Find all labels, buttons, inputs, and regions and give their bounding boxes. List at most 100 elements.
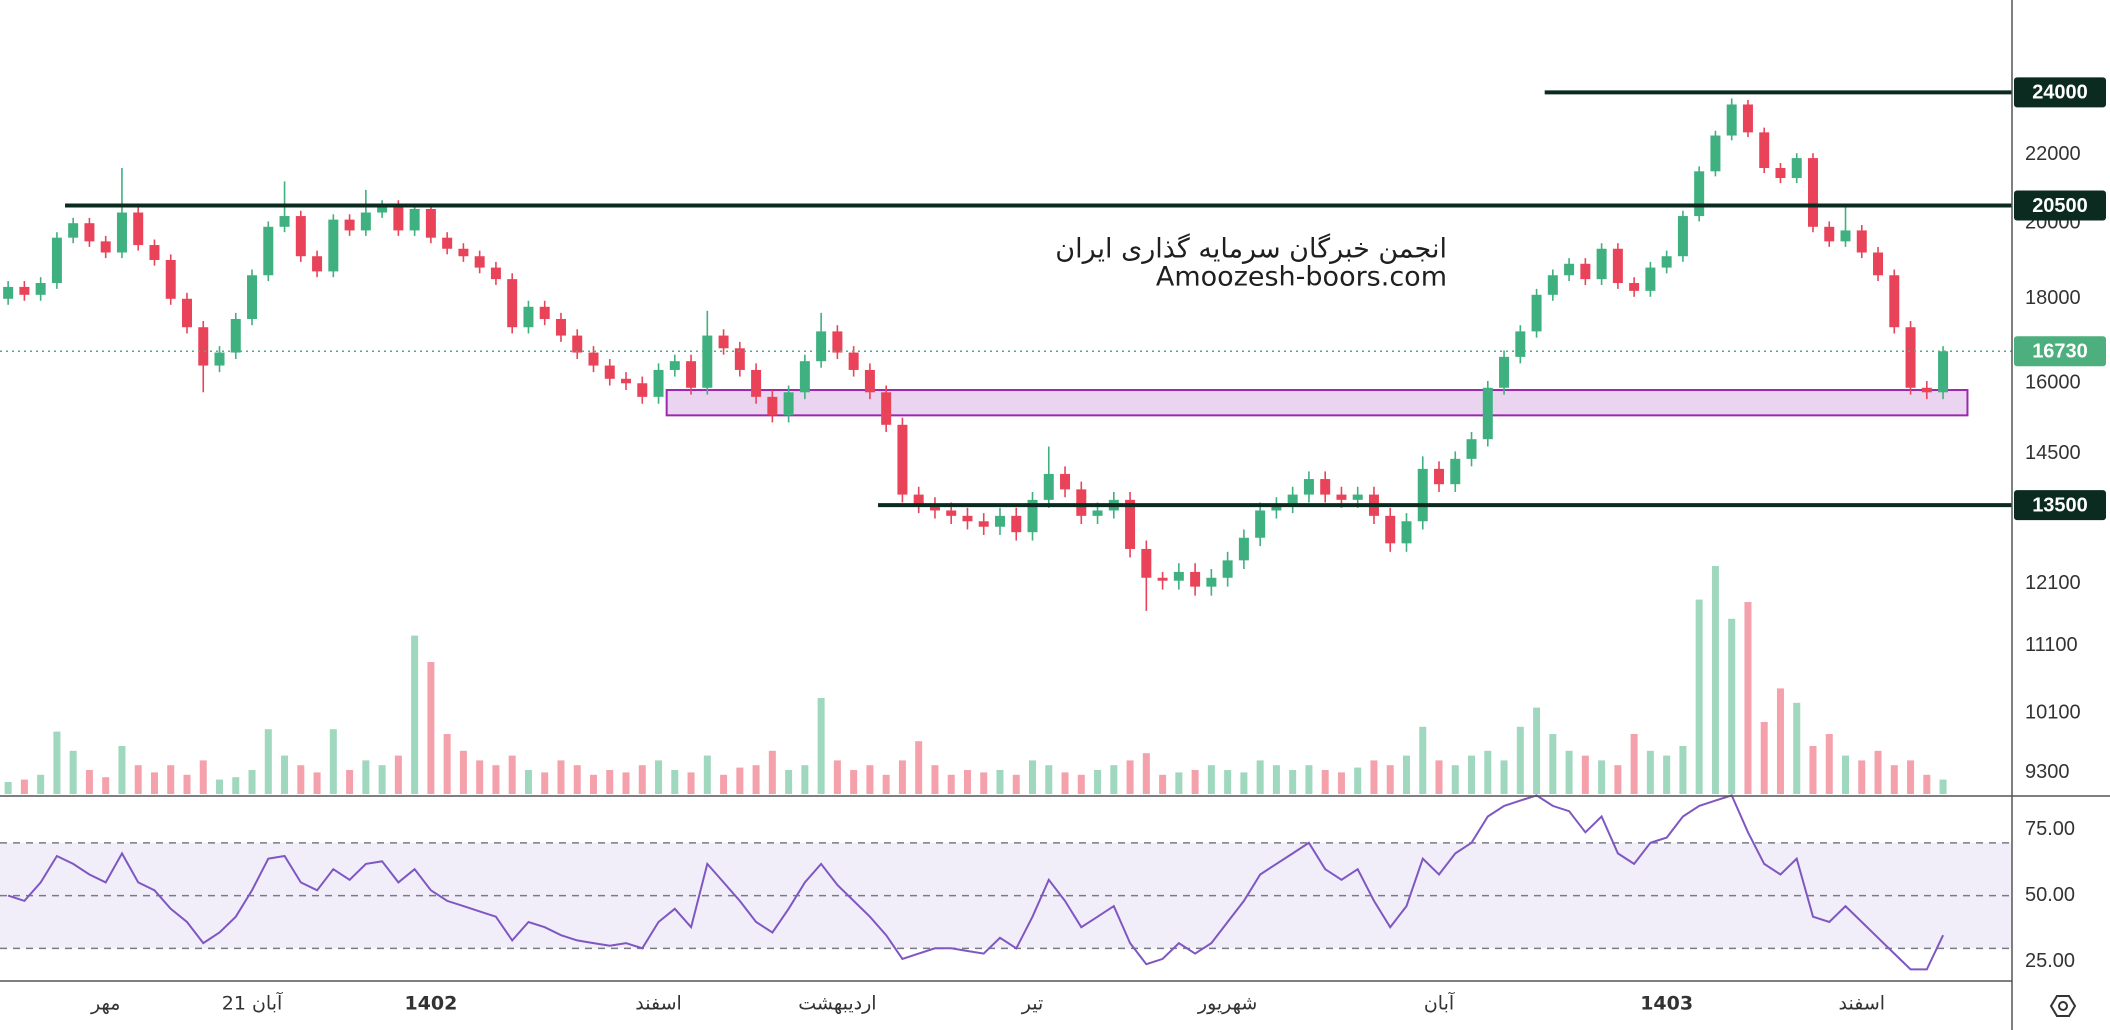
volume-bar [1907,760,1915,794]
volume-bar [687,772,695,794]
volume-bar [329,729,337,794]
candle-body [816,331,827,362]
volume-bar [866,765,874,794]
last-price-box [2014,336,2106,367]
candle-body [51,237,62,284]
volume-bar [817,698,825,794]
candle-body [588,352,599,366]
candle-body [68,223,79,238]
settings-icon[interactable] [2049,995,2077,1017]
volume-bar [53,731,61,794]
level-label: 24000 [2032,82,2088,104]
volume-bar [1890,765,1898,794]
rsi-tick-label: 25.00 [2025,950,2075,972]
level-label-box [2014,190,2106,221]
candle-body [1938,351,1949,393]
candle-body [1482,387,1493,440]
x-tick-label: مهر [90,993,120,1015]
front-layer: 2200020000180001600014500121001110010100… [90,77,2106,1015]
candle-body [360,212,371,231]
watermark-title: انجمن خبرگان سرمایه گذاری ایران [1055,233,1447,265]
volume-bar [37,774,45,794]
candle-body [1352,494,1363,500]
volume-bar [1549,734,1557,794]
volume-bar [1728,618,1736,794]
candle-body [994,515,1005,527]
candle-body [198,327,209,366]
volume-bar [281,755,289,794]
candle-body [1222,560,1233,578]
candle-body [1564,263,1575,276]
candle-body [1450,458,1461,485]
candle-body [1873,252,1884,276]
candle-body [1125,499,1136,549]
candle-body [881,392,892,425]
volume-bar [1289,770,1297,794]
volume-bar [1061,772,1069,794]
candle-body [1043,473,1054,500]
volume-bar [1305,765,1313,794]
volume-bar [1110,765,1118,794]
volume-bar [1679,746,1687,794]
settings-icon-center[interactable] [2058,1001,2068,1011]
candle-body [523,306,534,328]
volume-bar [508,755,516,794]
candle-body [474,256,485,268]
candle-body [1336,494,1347,500]
settings-button[interactable] [2049,995,2077,1017]
candle-body [913,494,924,506]
candle-body [799,361,810,393]
candle-body [702,335,713,388]
candle-body [1824,226,1835,242]
volume-bar [1842,755,1850,794]
volume-bar [1468,755,1476,794]
volume-bar [931,765,939,794]
volume-bar [167,765,175,794]
candle-body [165,259,176,299]
volume-bar [394,755,402,794]
candle-body [653,369,664,397]
candle-body [572,335,583,353]
volume-bar [1402,755,1410,794]
candle-body [832,331,843,353]
candle-body [149,245,160,260]
volume-bar [736,767,744,794]
volume-bar [20,779,28,794]
candle-body [539,306,550,319]
volume-bar [703,755,711,794]
candle-body [1726,104,1737,136]
candle-body [100,241,111,253]
volume-bar [118,746,126,794]
rsi-tick-label: 75.00 [2025,818,2075,840]
candle-body [3,286,14,299]
volume-bar [915,741,923,794]
volume-bar [1533,707,1541,794]
candle-body [1775,167,1786,179]
candle-body [263,226,274,276]
volume-bar [69,750,77,794]
candle-body [555,318,566,336]
candle-body [1921,387,1932,393]
candle-body [864,369,875,393]
volume-bar [134,765,142,794]
candle-body [1027,499,1038,533]
volume-bar [768,750,776,794]
candle-body [1238,537,1249,561]
candle-body [1271,505,1282,511]
volume-bar [801,765,809,794]
y-tick-label: 9300 [2025,761,2070,783]
volume-bar [557,760,565,794]
volume-bar [1484,750,1492,794]
candle-body [116,212,127,253]
candle-body [604,365,615,379]
y-tick-label: 16000 [2025,372,2081,394]
volume-bar [216,779,224,794]
volume-bar [313,772,321,794]
y-tick-label: 10100 [2025,702,2081,724]
volume-bar [1565,750,1573,794]
volume-bar [1256,760,1264,794]
volume-bar [720,774,728,794]
candle-body [1190,571,1201,587]
volume-bar [1598,760,1606,794]
